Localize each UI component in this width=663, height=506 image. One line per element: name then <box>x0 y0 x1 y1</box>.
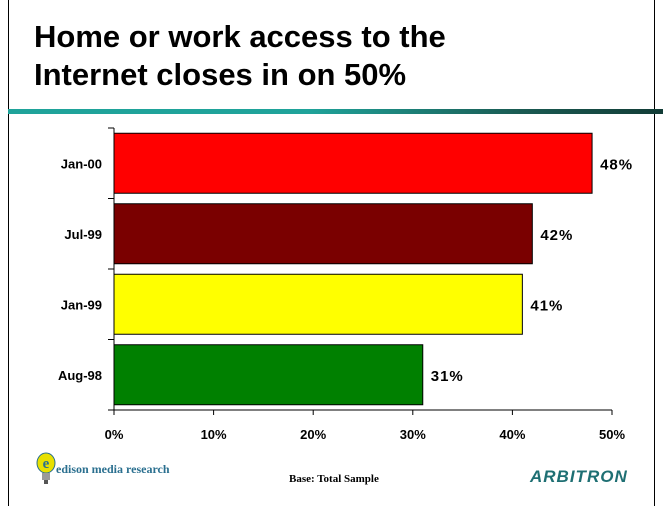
title-line-1: Home or work access to the <box>34 19 446 54</box>
title-rule-left <box>8 109 308 114</box>
title-rule <box>8 109 663 114</box>
bar-jul-99 <box>113 203 533 265</box>
value-label: 41% <box>530 297 563 314</box>
category-label: Jul-99 <box>64 227 102 242</box>
lightbulb-icon: e <box>36 452 56 484</box>
category-label: Jan-00 <box>61 156 102 171</box>
logo-text: edison media research <box>56 462 170 476</box>
slide-title: Home or work access to the Internet clos… <box>34 18 634 94</box>
svg-text:e: e <box>43 456 50 472</box>
bar-jan-99 <box>113 273 523 335</box>
bar-aug-98 <box>113 344 424 406</box>
arbitron-logo: ARBITRON <box>530 467 628 486</box>
edison-logo: e edison media research <box>36 452 196 486</box>
value-label: 31% <box>431 368 464 385</box>
value-label: 42% <box>540 227 573 244</box>
category-label: Aug-98 <box>58 368 102 383</box>
x-tick-label: 30% <box>400 427 426 442</box>
category-label: Jan-99 <box>61 297 102 312</box>
slide-frame <box>8 0 655 506</box>
value-label: 48% <box>600 156 633 173</box>
title-rule-right <box>308 109 663 114</box>
x-tick-label: 50% <box>599 427 625 442</box>
bar-jan-00 <box>113 132 593 194</box>
base-note: Base: Total Sample <box>289 473 379 485</box>
x-tick-label: 20% <box>300 427 326 442</box>
x-tick-label: 10% <box>201 427 227 442</box>
x-tick-label: 40% <box>499 427 525 442</box>
title-line-2: Internet closes in on 50% <box>34 57 407 92</box>
x-tick-label: 0% <box>105 427 124 442</box>
